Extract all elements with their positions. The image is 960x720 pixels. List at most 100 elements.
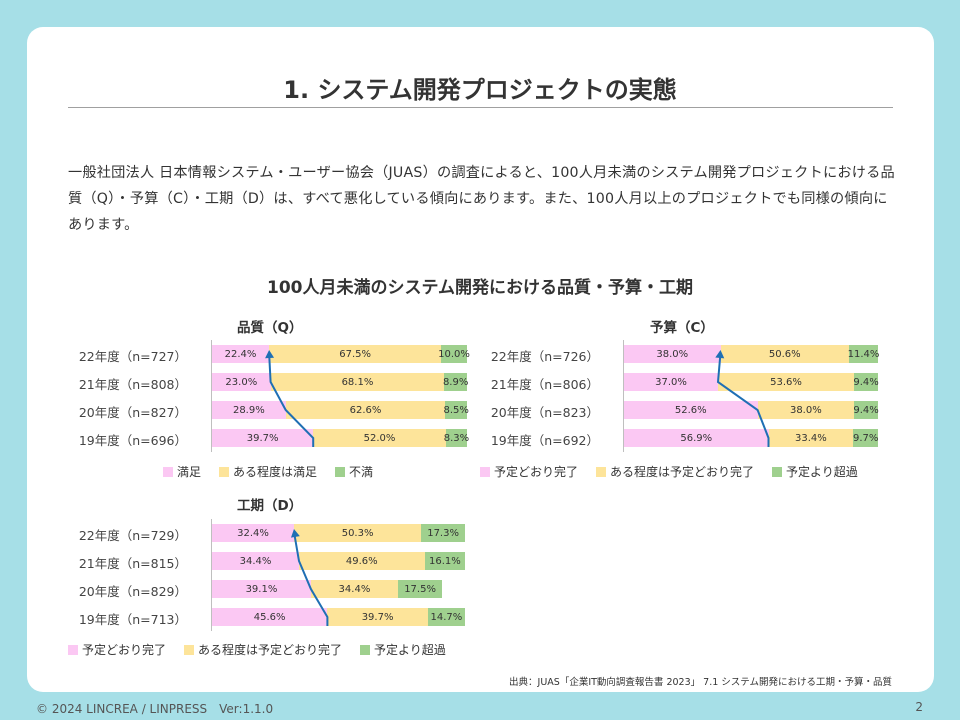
bar-segment: 8.9% (442, 373, 469, 391)
bar-segment: 53.6% (717, 373, 855, 391)
bar-segment: 34.4% (310, 580, 398, 598)
bar-segment: 45.6% (212, 608, 328, 626)
data-label: 11.4% (847, 348, 880, 360)
chart-title: 品質（Q） (237, 320, 303, 336)
intro-paragraph: 一般社団法人 日本情報システム・ユーザー協会（JUAS）の調査によると、100人… (68, 165, 895, 233)
data-label: 8.5% (443, 404, 469, 416)
bar-segment: 50.6% (720, 345, 850, 363)
bar-segment: 9.4% (853, 401, 879, 419)
data-label: 50.6% (768, 348, 801, 360)
legend-swatch (772, 466, 783, 477)
page-title: 1. システム開発プロジェクトの実態 (283, 76, 677, 104)
legend-label: 予定どおり完了 (494, 465, 579, 479)
bar-segment: 52.0% (313, 429, 446, 447)
data-label: 9.4% (853, 404, 879, 416)
legend-label: ある程度は満足 (233, 465, 318, 479)
legend-swatch (480, 466, 490, 477)
category-label: 19年度（n=696） (78, 433, 187, 448)
data-label: 39.7% (246, 432, 279, 444)
bar-segment: 32.4% (212, 524, 294, 542)
data-label: 52.0% (363, 432, 396, 444)
bar-segment: 28.9% (212, 401, 286, 419)
legend-item: 予定どおり完了 (68, 641, 166, 658)
data-label: 8.9% (442, 376, 469, 388)
bar-segment: 38.0% (757, 401, 855, 419)
category-label: 22年度（n=726） (490, 349, 599, 364)
legend-swatch (335, 466, 346, 477)
data-label: 22.4% (224, 348, 257, 360)
title-divider (68, 107, 893, 108)
bar-segment: 68.1% (270, 373, 445, 391)
data-label: 39.1% (245, 583, 278, 595)
bar-segment: 39.7% (212, 429, 314, 447)
data-label: 34.4% (239, 555, 272, 567)
legend-item: 予定より超過 (772, 463, 858, 480)
category-label: 20年度（n=823） (490, 405, 599, 420)
chart-legend: 予定どおり完了 ある程度は予定どおり完了 予定より超過 (480, 463, 876, 480)
category-label: 22年度（n=729） (78, 528, 187, 543)
data-label: 23.0% (225, 376, 258, 388)
data-label: 38.0% (656, 348, 689, 360)
bar-segment: 14.7% (427, 608, 465, 626)
data-label: 37.0% (655, 376, 687, 388)
data-label: 17.3% (427, 527, 459, 539)
bar-segment: 52.6% (624, 401, 758, 419)
bar-segment: 50.3% (293, 524, 422, 542)
chart-axis-line (211, 340, 212, 452)
bar-segment: 11.4% (847, 345, 880, 363)
bar-segment: 9.4% (853, 373, 879, 391)
category-label: 21年度（n=808） (78, 377, 187, 392)
legend-label: 予定より超過 (786, 465, 858, 479)
data-label: 8.3% (443, 432, 470, 444)
data-label: 17.5% (404, 583, 436, 595)
category-label: 20年度（n=827） (78, 405, 187, 420)
legend-item: ある程度は満足 (219, 463, 317, 480)
bar-segment: 39.1% (212, 580, 311, 598)
bar-segment: 62.6% (285, 401, 446, 419)
legend-swatch (360, 644, 371, 655)
data-label: 49.6% (345, 555, 378, 567)
data-label: 16.1% (428, 555, 461, 567)
data-label: 53.6% (770, 376, 802, 388)
legend-item: 予定どおり完了 (480, 463, 578, 480)
legend-item: 満足 (163, 463, 201, 480)
legend-label: 満足 (177, 465, 202, 479)
bar-segment: 49.6% (299, 552, 425, 570)
page-number: 2 (915, 700, 923, 714)
data-label: 34.4% (338, 583, 371, 595)
data-label: 32.4% (237, 527, 269, 539)
bar-segment: 37.0% (624, 373, 718, 391)
bar-segment: 8.5% (443, 401, 469, 419)
data-label: 10.0% (438, 348, 470, 360)
category-label: 20年度（n=829） (78, 584, 187, 599)
data-label: 56.9% (680, 432, 713, 444)
category-label: 21年度（n=806） (490, 377, 599, 392)
legend-swatch (163, 466, 173, 477)
data-label: 14.7% (430, 611, 463, 623)
footer-copyright: © 2024 LINCREA / LINPRESS Ver:1.1.0 (36, 702, 274, 716)
data-label: 45.6% (253, 611, 286, 623)
bar-segment: 8.3% (443, 429, 470, 447)
legend-item: 不満 (335, 463, 373, 480)
legend-label: ある程度は予定どおり完了 (610, 465, 755, 479)
data-label: 38.0% (789, 404, 822, 416)
bar-segment: 34.4% (212, 552, 300, 570)
legend-label: 不満 (349, 465, 374, 479)
bar-segment: 10.0% (438, 345, 470, 363)
legend-swatch (596, 466, 607, 477)
chart-axis-line (623, 340, 624, 452)
chart-title: 予算（C） (650, 320, 714, 336)
legend-label: 予定より超過 (374, 643, 446, 657)
bar-segment: 23.0% (212, 373, 271, 391)
data-label: 52.6% (674, 404, 707, 416)
data-label: 62.6% (349, 404, 382, 416)
data-label: 9.4% (853, 376, 879, 388)
chart-heading: 100人月未満のシステム開発における品質・予算・工期 (267, 278, 693, 298)
chart-axis-line (211, 519, 212, 631)
bar-segment: 67.5% (269, 345, 442, 363)
bar-segment: 22.4% (212, 345, 270, 363)
bar-segment: 33.4% (768, 429, 854, 447)
legend-item: 予定より超過 (360, 641, 446, 658)
legend-swatch (184, 644, 195, 655)
data-label: 39.7% (361, 611, 394, 623)
